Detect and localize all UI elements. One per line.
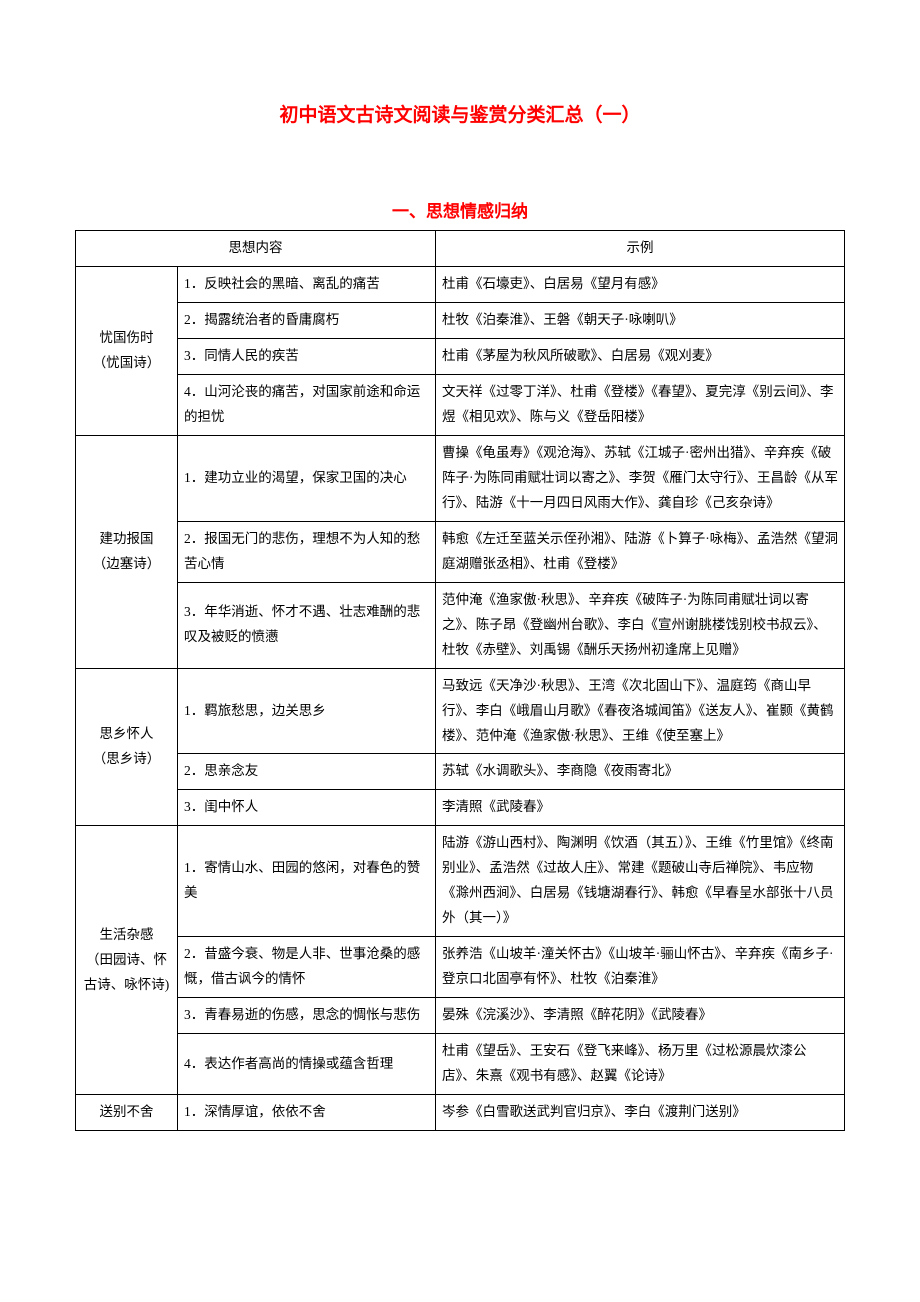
example-cell: 杜甫《石壕吏》、白居易《望月有感》: [436, 266, 845, 302]
example-cell: 岑参《白雪歌送武判官归京》、李白《渡荆门送别》: [436, 1095, 845, 1131]
example-cell: 文天祥《过零丁洋》、杜甫《登楼》《春望》、夏完淳《别云间》、李煜《相见欢》、陈与…: [436, 374, 845, 435]
example-cell: 杜牧《泊秦淮》、王磐《朝天子·咏喇叭》: [436, 302, 845, 338]
table-row: 3．同情人民的疾苦杜甫《茅屋为秋风所破歌》、白居易《观刈麦》: [76, 338, 845, 374]
example-cell: 韩愈《左迁至蓝关示侄孙湘》、陆游《卜算子·咏梅》、孟浩然《望洞庭湖赠张丞相》、杜…: [436, 521, 845, 582]
table-row: 3．闺中怀人李清照《武陵春》: [76, 790, 845, 826]
table-row: 3．年华消逝、怀才不遇、壮志难酬的悲叹及被贬的愤懑范仲淹《渔家傲·秋思》、辛弃疾…: [76, 582, 845, 668]
table-row: 3．青春易逝的伤感，思念的惆怅与悲伤晏殊《浣溪沙》、李清照《醉花阴》《武陵春》: [76, 998, 845, 1034]
content-cell: 1．羁旅愁思，边关思乡: [178, 668, 436, 754]
example-cell: 张养浩《山坡羊·潼关怀古》《山坡羊·骊山怀古》、辛弃疾《南乡子·登京口北固亭有怀…: [436, 937, 845, 998]
example-cell: 苏轼《水调歌头》、李商隐《夜雨寄北》: [436, 754, 845, 790]
content-cell: 2．昔盛今衰、物是人非、世事沧桑的感慨，借古讽今的情怀: [178, 937, 436, 998]
header-thought: 思想内容: [76, 231, 436, 267]
example-cell: 陆游《游山西村》、陶渊明《饮酒（其五）》、王维《竹里馆》《终南别业》、孟浩然《过…: [436, 826, 845, 937]
example-cell: 杜甫《望岳》、王安石《登飞来峰》、杨万里《过松源晨炊漆公店》、朱熹《观书有感》、…: [436, 1034, 845, 1095]
table-row: 2．揭露统治者的昏庸腐朽杜牧《泊秦淮》、王磐《朝天子·咏喇叭》: [76, 302, 845, 338]
section-subtitle: 一、思想情感归纳: [75, 197, 845, 222]
document-title: 初中语文古诗文阅读与鉴赏分类汇总（一）: [75, 100, 845, 127]
content-cell: 1．深情厚谊，依依不舍: [178, 1095, 436, 1131]
table-row: 4．山河沦丧的痛苦，对国家前途和命运的担忧文天祥《过零丁洋》、杜甫《登楼》《春望…: [76, 374, 845, 435]
content-cell: 4．山河沦丧的痛苦，对国家前途和命运的担忧: [178, 374, 436, 435]
content-cell: 3．年华消逝、怀才不遇、壮志难酬的悲叹及被贬的愤懑: [178, 582, 436, 668]
table-row: 生活杂感（田园诗、怀古诗、咏怀诗)1．寄情山水、田园的悠闲，对春色的赞美陆游《游…: [76, 826, 845, 937]
content-cell: 1．寄情山水、田园的悠闲，对春色的赞美: [178, 826, 436, 937]
content-cell: 2．思亲念友: [178, 754, 436, 790]
category-cell: 建功报国（边塞诗）: [76, 435, 178, 668]
content-cell: 2．报国无门的悲伤，理想不为人知的愁苦心情: [178, 521, 436, 582]
content-cell: 1．反映社会的黑暗、离乱的痛苦: [178, 266, 436, 302]
content-cell: 1．建功立业的渴望，保家卫国的决心: [178, 435, 436, 521]
content-cell: 3．闺中怀人: [178, 790, 436, 826]
example-cell: 晏殊《浣溪沙》、李清照《醉花阴》《武陵春》: [436, 998, 845, 1034]
content-cell: 3．青春易逝的伤感，思念的惆怅与悲伤: [178, 998, 436, 1034]
header-example: 示例: [436, 231, 845, 267]
table-row: 2．昔盛今衰、物是人非、世事沧桑的感慨，借古讽今的情怀张养浩《山坡羊·潼关怀古》…: [76, 937, 845, 998]
category-cell: 思乡怀人（思乡诗）: [76, 668, 178, 826]
content-table: 思想内容 示例 忧国伤时（忧国诗）1．反映社会的黑暗、离乱的痛苦杜甫《石壕吏》、…: [75, 230, 845, 1131]
example-cell: 范仲淹《渔家傲·秋思》、辛弃疾《破阵子·为陈同甫赋壮词以寄之》、陈子昂《登幽州台…: [436, 582, 845, 668]
example-cell: 马致远《天净沙·秋思》、王湾《次北固山下》、温庭筠《商山早行》、李白《峨眉山月歌…: [436, 668, 845, 754]
table-row: 送别不舍1．深情厚谊，依依不舍岑参《白雪歌送武判官归京》、李白《渡荆门送别》: [76, 1095, 845, 1131]
table-row: 2．报国无门的悲伤，理想不为人知的愁苦心情韩愈《左迁至蓝关示侄孙湘》、陆游《卜算…: [76, 521, 845, 582]
table-header-row: 思想内容 示例: [76, 231, 845, 267]
table-row: 忧国伤时（忧国诗）1．反映社会的黑暗、离乱的痛苦杜甫《石壕吏》、白居易《望月有感…: [76, 266, 845, 302]
table-row: 建功报国（边塞诗）1．建功立业的渴望，保家卫国的决心曹操《龟虽寿》《观沧海》、苏…: [76, 435, 845, 521]
content-cell: 2．揭露统治者的昏庸腐朽: [178, 302, 436, 338]
example-cell: 杜甫《茅屋为秋风所破歌》、白居易《观刈麦》: [436, 338, 845, 374]
category-cell: 送别不舍: [76, 1095, 178, 1131]
table-row: 思乡怀人（思乡诗）1．羁旅愁思，边关思乡马致远《天净沙·秋思》、王湾《次北固山下…: [76, 668, 845, 754]
content-cell: 4．表达作者高尚的情操或蕴含哲理: [178, 1034, 436, 1095]
example-cell: 曹操《龟虽寿》《观沧海》、苏轼《江城子·密州出猎》、辛弃疾《破阵子·为陈同甫赋壮…: [436, 435, 845, 521]
category-cell: 生活杂感（田园诗、怀古诗、咏怀诗): [76, 826, 178, 1095]
table-row: 2．思亲念友苏轼《水调歌头》、李商隐《夜雨寄北》: [76, 754, 845, 790]
category-cell: 忧国伤时（忧国诗）: [76, 266, 178, 435]
table-row: 4．表达作者高尚的情操或蕴含哲理杜甫《望岳》、王安石《登飞来峰》、杨万里《过松源…: [76, 1034, 845, 1095]
example-cell: 李清照《武陵春》: [436, 790, 845, 826]
content-cell: 3．同情人民的疾苦: [178, 338, 436, 374]
